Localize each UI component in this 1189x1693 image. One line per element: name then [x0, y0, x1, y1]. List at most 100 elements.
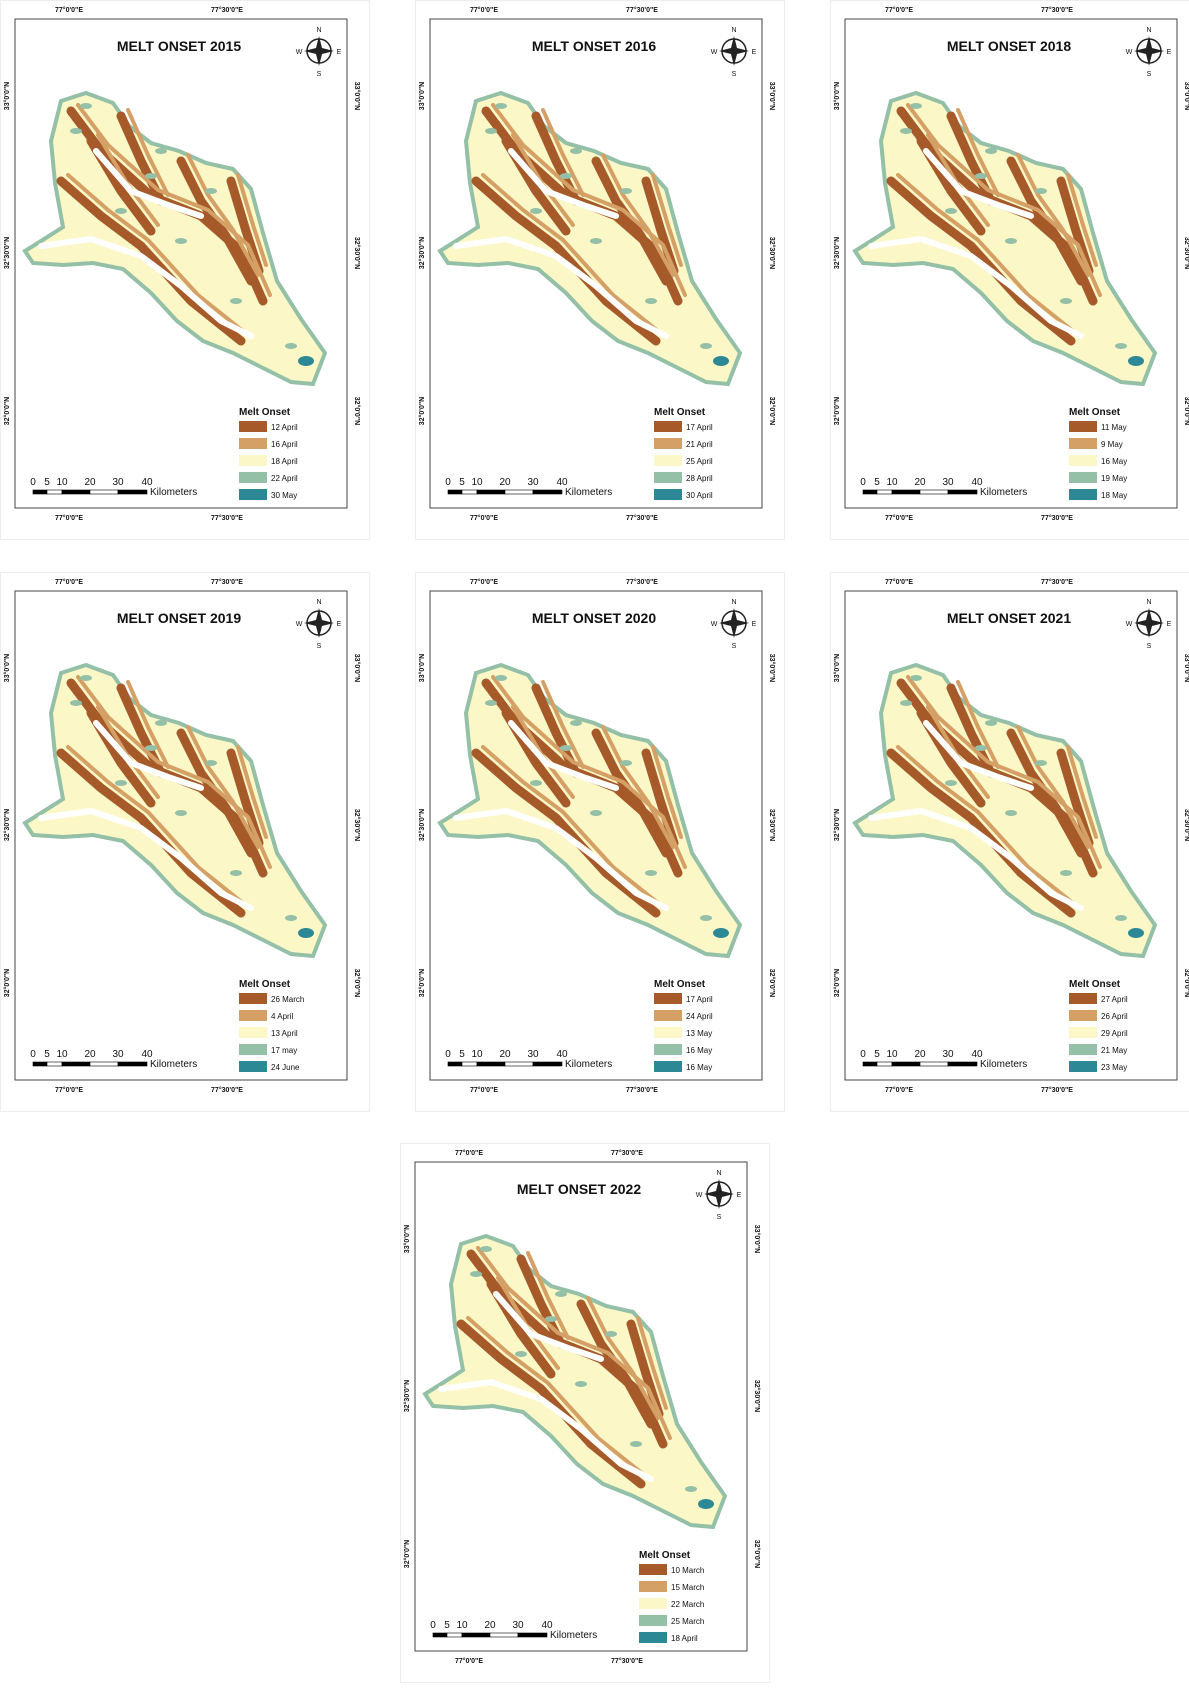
legend-swatch [239, 1027, 267, 1038]
latitude-label: 32°0'0"N [403, 1540, 411, 1568]
high-patch [1128, 928, 1144, 938]
longitude-label: 77°30'0"E [211, 1086, 243, 1094]
latitude-label: 33°0'0"N [403, 1225, 411, 1253]
scale-segment [876, 489, 893, 495]
legend-label: 22 March [671, 1600, 704, 1609]
legend-title: Melt Onset [639, 1550, 691, 1561]
longitude-label: 77°30'0"E [626, 1086, 658, 1094]
legend-swatch [1069, 993, 1097, 1004]
high-patch [145, 745, 157, 751]
high-patch [560, 173, 572, 179]
scale-tick: 40 [971, 1049, 983, 1060]
scale-tick: 5 [874, 477, 880, 488]
latitude-label: 32°30'0"N [753, 1380, 761, 1412]
high-patch [80, 103, 92, 109]
scale-unit: Kilometers [565, 487, 612, 498]
scale-tick: 40 [971, 477, 983, 488]
latitude-label: 32°0'0"N [753, 1540, 761, 1568]
scale-tick: 0 [445, 1049, 451, 1060]
legend-label: 27 April [1101, 995, 1128, 1004]
terrain [852, 90, 1158, 387]
valley-slope [176, 728, 256, 858]
high-patch [985, 720, 997, 726]
longitude-label: 77°0'0"E [455, 1149, 483, 1157]
valley-slope [56, 176, 246, 346]
longitude-label: 77°30'0"E [1041, 1086, 1073, 1094]
compass-e: E [737, 1192, 742, 1199]
compass-n: N [731, 599, 736, 606]
legend-label: 18 April [271, 457, 298, 466]
high-patch [700, 343, 712, 349]
map: 77°0'0"E 77°0'0"E 77°30'0"E 77°30'0"E 33°0'0… [833, 578, 1189, 1094]
basin [437, 90, 743, 387]
longitude-label: 77°0'0"E [455, 1657, 483, 1665]
legend-label: 16 May [686, 1063, 712, 1072]
compass-n: N [1146, 27, 1151, 34]
legend-title: Melt Onset [1069, 407, 1121, 418]
compass-e: E [752, 621, 757, 628]
valley-mid [466, 1316, 650, 1480]
compass-s: S [1147, 71, 1152, 78]
longitude-label: 77°30'0"E [611, 1657, 643, 1665]
latitude-label: 32°30'0"N [833, 237, 841, 269]
compass-star [1134, 608, 1164, 638]
compass-e: E [1167, 621, 1172, 628]
legend-label: 16 May [686, 1046, 712, 1055]
legend-label: 9 May [1101, 440, 1123, 449]
valley-mid [476, 1246, 672, 1440]
legend-title: Melt Onset [654, 407, 706, 418]
valley-mid [651, 745, 683, 839]
legend-swatch [639, 1598, 667, 1609]
map-panel: 77°0'0"E 77°0'0"E 77°30'0"E 77°30'0"E 33°0'0… [400, 1143, 770, 1683]
scale-segment [32, 489, 48, 495]
scale-tick: 0 [30, 1049, 36, 1060]
valley-mid [1066, 745, 1098, 839]
scale-tick: 20 [84, 477, 96, 488]
high-patch [205, 760, 217, 766]
high-patch [560, 745, 572, 751]
high-patch [900, 700, 912, 706]
legend-swatch [239, 438, 267, 449]
map: 77°0'0"E 77°0'0"E 77°30'0"E 77°30'0"E 33°0'0… [418, 6, 776, 522]
scale-tick: 5 [459, 1049, 465, 1060]
high-patch [605, 1331, 617, 1337]
high-patch [590, 810, 602, 816]
map: 77°0'0"E 77°0'0"E 77°30'0"E 77°30'0"E 33°0'0… [403, 1149, 761, 1665]
legend-swatch [1069, 489, 1097, 500]
high-patch [620, 760, 632, 766]
longitude-label: 77°30'0"E [626, 578, 658, 586]
legend-label: 16 April [271, 440, 298, 449]
high-patch [975, 745, 987, 751]
latitude-label: 32°30'0"N [1183, 237, 1189, 269]
high-patch [620, 188, 632, 194]
compass-e: E [752, 49, 757, 56]
legend-label: 11 May [1101, 423, 1127, 432]
legend-swatch [654, 993, 682, 1004]
valley-slope [1006, 156, 1086, 286]
scale-tick: 20 [914, 477, 926, 488]
scale-tick: 10 [471, 1049, 483, 1060]
latitude-label: 33°0'0"N [1183, 654, 1189, 682]
compass-star [1134, 36, 1164, 66]
longitude-label: 77°30'0"E [211, 6, 243, 14]
legend-label: 30 April [686, 491, 713, 500]
legend-swatch [239, 455, 267, 466]
scale-tick: 30 [112, 477, 124, 488]
terrain [22, 662, 328, 959]
terrain [852, 662, 1158, 959]
valley-mid [66, 745, 250, 909]
valley-mid [906, 675, 1102, 869]
compass-w: W [711, 621, 718, 628]
latitude-label: 33°0'0"N [418, 82, 426, 110]
high-patch [230, 298, 242, 304]
latitude-label: 32°0'0"N [1183, 969, 1189, 997]
map-title: MELT ONSET 2016 [532, 38, 656, 54]
legend-label: 16 May [1101, 457, 1127, 466]
compass-n: N [316, 599, 321, 606]
legend-swatch [1069, 455, 1097, 466]
terrain [437, 662, 743, 959]
valley-mid [186, 153, 260, 277]
legend-label: 23 May [1101, 1063, 1127, 1072]
legend-swatch [239, 1044, 267, 1055]
latitude-label: 32°0'0"N [3, 969, 11, 997]
